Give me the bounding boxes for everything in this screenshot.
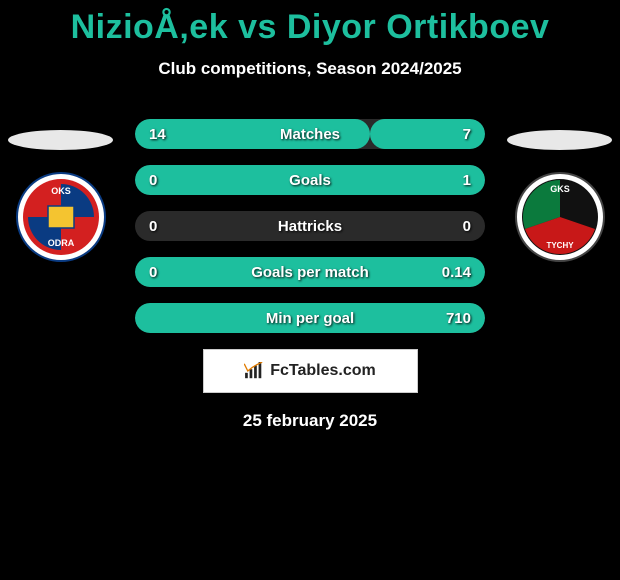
stat-value-right: 710 bbox=[446, 303, 471, 333]
comparison-card: NizioÅ‚ek vs Diyor Ortikboev Club compet… bbox=[0, 0, 620, 431]
svg-text:OKS: OKS bbox=[51, 186, 71, 196]
bar-chart-icon bbox=[244, 362, 266, 380]
stat-row: 14Matches7 bbox=[135, 119, 485, 149]
brand-text: FcTables.com bbox=[270, 362, 376, 380]
stat-value-right: 1 bbox=[463, 165, 471, 195]
svg-text:ODRA: ODRA bbox=[47, 238, 74, 248]
stat-row: 0Hattricks0 bbox=[135, 211, 485, 241]
gks-crest-icon: GKS TYCHY bbox=[515, 172, 605, 262]
ellipse-shadow-left bbox=[8, 130, 113, 150]
odra-crest-icon: OKS ODRA bbox=[16, 172, 106, 262]
team-right-crest: GKS TYCHY bbox=[515, 172, 605, 262]
svg-text:GKS: GKS bbox=[550, 184, 570, 194]
stat-label: Matches bbox=[135, 119, 485, 149]
stats-area: 14Matches70Goals10Hattricks00Goals per m… bbox=[135, 119, 485, 333]
team-left-crest: OKS ODRA bbox=[16, 172, 106, 262]
stat-label: Goals bbox=[135, 165, 485, 195]
stat-label: Hattricks bbox=[135, 211, 485, 241]
stat-value-right: 7 bbox=[463, 119, 471, 149]
stat-label: Goals per match bbox=[135, 257, 485, 287]
svg-text:TYCHY: TYCHY bbox=[546, 241, 574, 250]
branding-box[interactable]: FcTables.com bbox=[203, 349, 418, 393]
subtitle: Club competitions, Season 2024/2025 bbox=[0, 59, 620, 79]
stat-label: Min per goal bbox=[135, 303, 485, 333]
stat-row: 0Goals1 bbox=[135, 165, 485, 195]
stat-row: 0Goals per match0.14 bbox=[135, 257, 485, 287]
stat-value-right: 0.14 bbox=[442, 257, 471, 287]
team-left-block: OKS ODRA bbox=[8, 130, 113, 262]
page-title: NizioÅ‚ek vs Diyor Ortikboev bbox=[0, 8, 620, 47]
team-right-block: GKS TYCHY bbox=[507, 130, 612, 262]
stat-value-right: 0 bbox=[463, 211, 471, 241]
stat-row: Min per goal710 bbox=[135, 303, 485, 333]
ellipse-shadow-right bbox=[507, 130, 612, 150]
date-label: 25 february 2025 bbox=[0, 411, 620, 431]
